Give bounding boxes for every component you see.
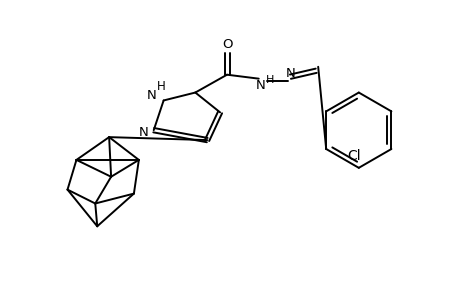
Text: Cl: Cl: [346, 149, 360, 163]
Text: N: N: [285, 67, 295, 80]
Text: N: N: [146, 89, 156, 102]
Text: H: H: [265, 75, 273, 85]
Text: H: H: [157, 80, 166, 93]
Text: N: N: [255, 79, 265, 92]
Text: O: O: [221, 38, 232, 52]
Text: N: N: [139, 126, 148, 139]
